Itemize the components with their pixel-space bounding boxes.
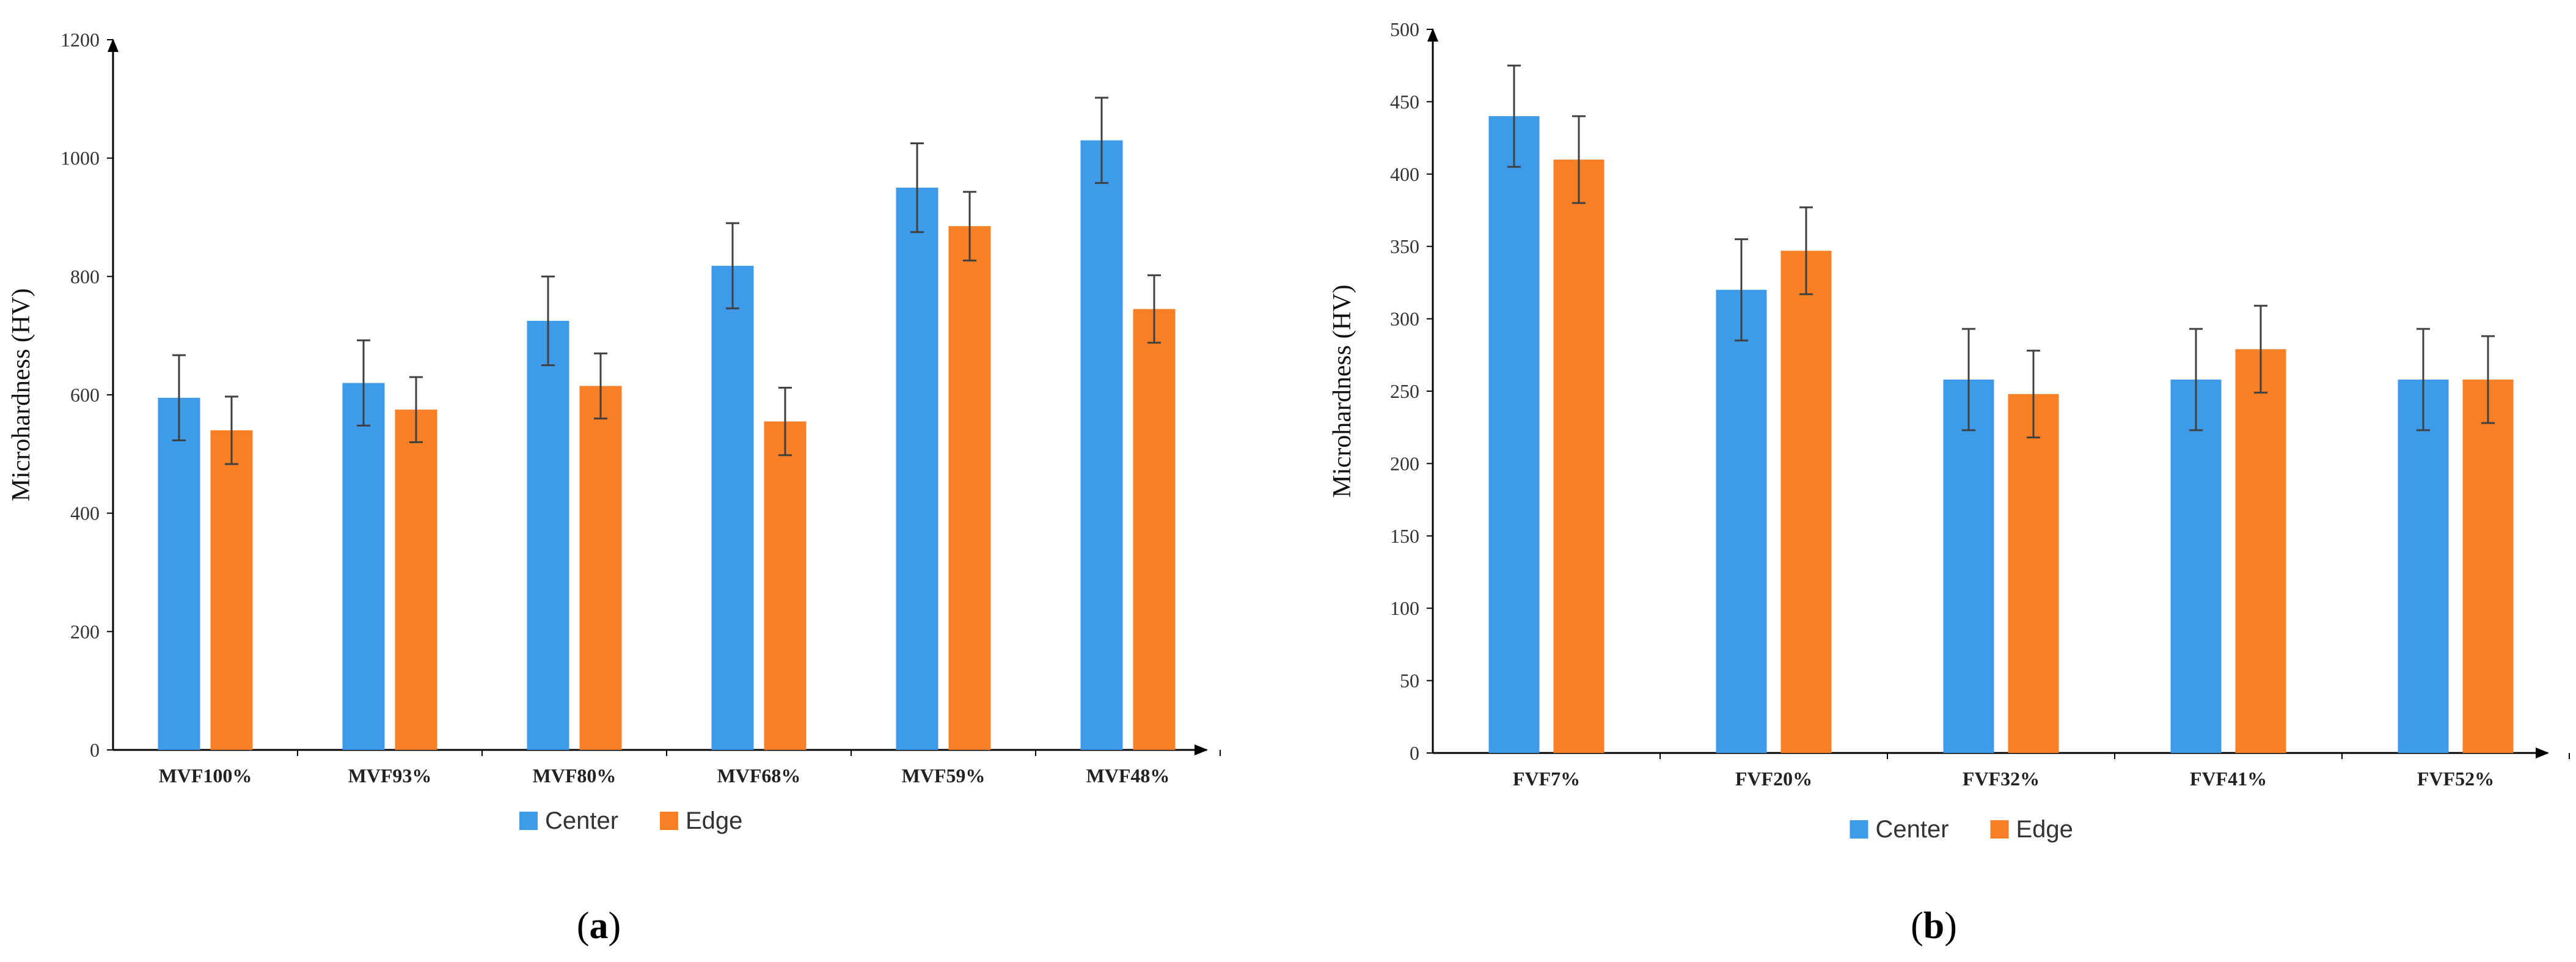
chart-panel-a: 0 200 400 600 800 1000 1200 Microhardness (HV) M… [7,29,1221,947]
y-tick-label: 350 [1390,235,1419,257]
legend-label-edge: Edge [686,807,742,834]
bar-edge [948,226,991,750]
y-tick-label: 0 [1410,742,1419,764]
y-tick-label: 300 [1390,308,1419,330]
panel-label-open: ( [1911,905,1923,947]
panel-label-open: ( [577,905,590,947]
bar-center [2398,380,2449,753]
legend-swatch-center [519,812,538,830]
bar-center [2170,380,2222,753]
legend-label-edge: Edge [2016,816,2073,843]
bar-edge [1133,309,1176,750]
bar-center [896,188,939,750]
y-axis-arrow [108,39,119,52]
y-tick-label: 100 [1390,597,1419,619]
bar-edge [210,430,253,750]
y-tick-label: 150 [1390,525,1419,547]
bar-center [342,383,385,750]
y-tick-label: 200 [70,620,100,642]
category-label: FVF7% [1513,768,1580,790]
category-label: MVF48% [1086,765,1170,787]
panel-label-letter: b [1923,905,1944,947]
y-tick-label: 1000 [60,147,100,169]
bar-edge [579,386,622,750]
bar-edge [2235,349,2286,753]
x-axis-arrow [2536,747,2549,758]
bar-center [527,320,569,750]
panel-label-letter: a [590,905,609,947]
panel-label-close: ) [1944,905,1957,947]
category-label: MVF68% [717,765,801,787]
y-tick-label: 500 [1390,18,1419,40]
bar-center [1080,140,1123,750]
bar-center [1943,380,1994,753]
legend-swatch-center [1850,820,1868,839]
category-label: MVF59% [902,765,986,787]
bar-edge [1780,251,1832,754]
bar-edge [1553,160,1605,753]
legend-label-center: Center [1876,816,1949,843]
legend-swatch-edge [660,812,678,830]
chart-panel-b: 0 50 100 150 200 250 300 350 400 450 500 Microhardn… [1328,18,2570,947]
y-axis-title: Microhardness (HV) [7,288,35,502]
panel-label-close: ) [609,905,621,947]
category-label: MVF80% [533,765,617,787]
y-tick-label: 800 [70,265,100,287]
bar-center [1488,116,1540,754]
y-tick-label: 250 [1390,380,1419,402]
y-tick-label: 200 [1390,452,1419,474]
category-label: MVF93% [348,765,432,787]
panel-label: (b) [1911,905,1957,947]
y-axis-arrow [1427,28,1438,42]
legend-swatch-edge [1990,820,2009,839]
legend: Center Edge [1850,816,2073,843]
bar-edge [395,409,437,750]
y-tick-label: 0 [90,739,100,761]
y-tick-label: 50 [1400,670,1419,692]
category-label: FVF32% [1963,768,2040,790]
category-label: FVF41% [2190,768,2267,790]
category-label: FVF20% [1735,768,1812,790]
bar-center [711,265,754,750]
x-axis-arrow [1195,744,1208,755]
y-tick-label: 600 [70,384,100,406]
y-tick-label: 400 [70,502,100,524]
legend-label-center: Center [545,807,618,834]
bar-edge [2462,380,2514,753]
panel-label: (a) [577,905,621,947]
y-axis-title: Microhardness (HV) [1328,285,1356,498]
bar-center [1716,290,1767,753]
bar-edge [2008,394,2059,753]
y-tick-label: 1200 [60,29,100,51]
legend: Center Edge [519,807,742,834]
category-label: FVF52% [2417,768,2494,790]
bar-edge [764,421,807,750]
y-tick-label: 400 [1390,163,1419,185]
y-tick-label: 450 [1390,90,1419,112]
category-label: MVF100% [159,765,252,787]
bar-center [158,397,200,750]
